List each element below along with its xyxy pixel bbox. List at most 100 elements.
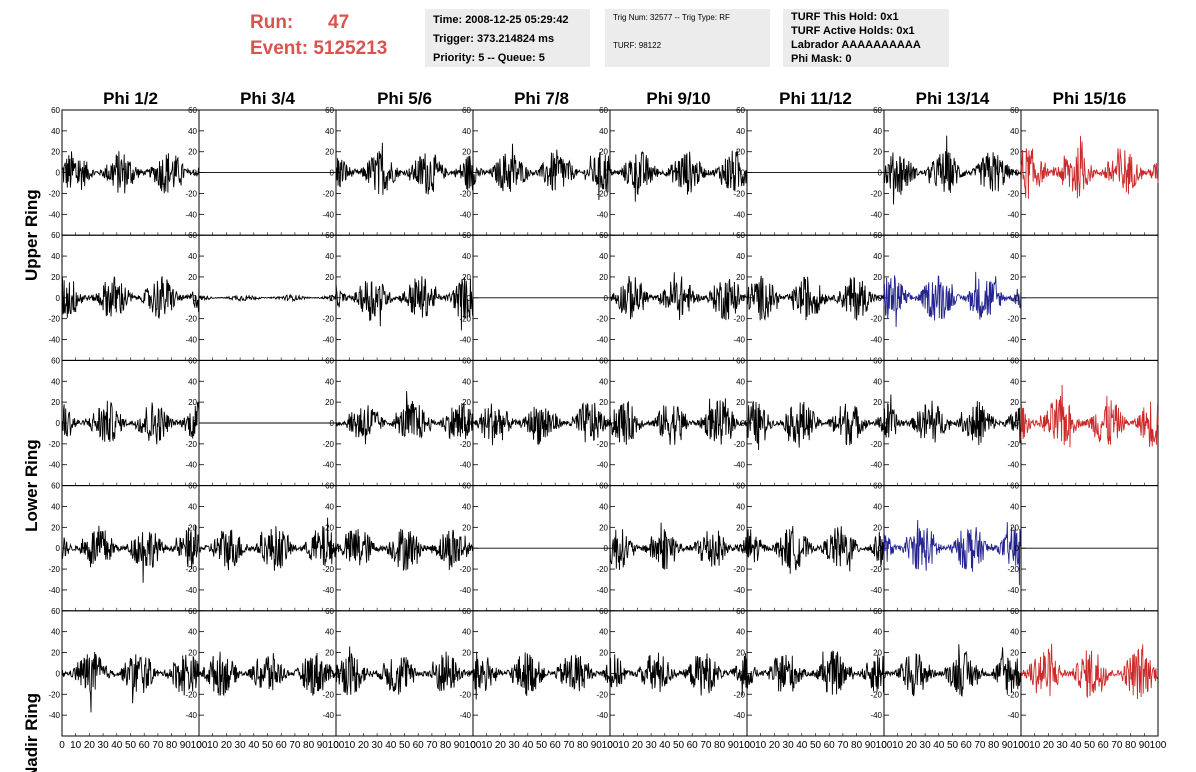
y-tick-label: -20 bbox=[1007, 565, 1019, 574]
waveform-trace bbox=[883, 135, 1022, 205]
y-tick-label: -20 bbox=[322, 690, 334, 699]
y-tick-label: 20 bbox=[1010, 649, 1019, 658]
y-tick-label: -40 bbox=[322, 586, 334, 595]
y-tick-label: 40 bbox=[188, 628, 197, 637]
y-tick-label: -20 bbox=[322, 440, 334, 449]
y-tick-label: 20 bbox=[462, 649, 471, 658]
event-header: Run: 47 Event: 5125213 Time: 2008-12-25 0… bbox=[0, 0, 1196, 80]
y-tick-label: 40 bbox=[1010, 628, 1019, 637]
y-tick-label: 20 bbox=[51, 148, 60, 157]
x-tick-label: 0 bbox=[1018, 740, 1024, 751]
y-tick-label: 20 bbox=[188, 273, 197, 282]
run-event-box: Run: 47 Event: 5125213 bbox=[250, 10, 387, 62]
y-tick-label: -40 bbox=[870, 336, 882, 345]
y-tick-label: -20 bbox=[459, 189, 471, 198]
y-tick-label: 0 bbox=[467, 169, 472, 178]
y-tick-label: -40 bbox=[322, 711, 334, 720]
turf-this-hold-text: TURF This Hold: 0x1 bbox=[791, 11, 899, 23]
column-title: Phi 7/8 bbox=[514, 89, 569, 108]
y-tick-label: 40 bbox=[325, 252, 334, 261]
y-tick-label: 0 bbox=[467, 294, 472, 303]
y-tick-label: 40 bbox=[873, 502, 882, 511]
y-tick-label: 20 bbox=[1010, 148, 1019, 157]
y-tick-label: -20 bbox=[596, 690, 608, 699]
y-tick-label: -40 bbox=[48, 461, 60, 470]
x-tick-label: 50 bbox=[1084, 740, 1096, 751]
y-tick-label: -20 bbox=[870, 565, 882, 574]
y-tick-label: 60 bbox=[873, 106, 882, 115]
y-tick-label: 60 bbox=[51, 482, 60, 491]
y-tick-label: -40 bbox=[185, 336, 197, 345]
y-tick-label: 20 bbox=[51, 649, 60, 658]
x-tick-label: 100 bbox=[465, 740, 482, 751]
x-tick-label: 60 bbox=[1098, 740, 1110, 751]
y-tick-label: 40 bbox=[188, 127, 197, 136]
y-tick-label: -20 bbox=[459, 565, 471, 574]
y-tick-label: 20 bbox=[599, 523, 608, 532]
x-tick-label: 60 bbox=[824, 740, 836, 751]
x-tick-label: 100 bbox=[739, 740, 756, 751]
x-tick-label: 100 bbox=[191, 740, 208, 751]
y-tick-label: 40 bbox=[188, 377, 197, 386]
x-tick-label: 30 bbox=[98, 740, 110, 751]
x-tick-label: 70 bbox=[426, 740, 438, 751]
x-tick-label: 20 bbox=[84, 740, 96, 751]
y-tick-label: -40 bbox=[185, 210, 197, 219]
y-tick-label: -40 bbox=[596, 711, 608, 720]
y-tick-label: 60 bbox=[736, 106, 745, 115]
waveform-trace bbox=[1020, 135, 1159, 199]
waveform-trace bbox=[335, 276, 474, 331]
y-tick-label: -40 bbox=[322, 336, 334, 345]
y-tick-label: -20 bbox=[733, 440, 745, 449]
y-tick-label: 60 bbox=[51, 231, 60, 240]
y-tick-label: 40 bbox=[736, 252, 745, 261]
x-tick-label: 20 bbox=[358, 740, 370, 751]
x-tick-label: 50 bbox=[673, 740, 685, 751]
x-tick-label: 0 bbox=[59, 740, 65, 751]
x-tick-label: 0 bbox=[744, 740, 750, 751]
x-tick-label: 80 bbox=[851, 740, 863, 751]
x-tick-label: 70 bbox=[289, 740, 301, 751]
x-tick-label: 70 bbox=[974, 740, 986, 751]
y-tick-label: -20 bbox=[870, 690, 882, 699]
y-tick-label: 40 bbox=[51, 127, 60, 136]
y-tick-label: -20 bbox=[596, 565, 608, 574]
y-tick-label: -40 bbox=[733, 711, 745, 720]
y-tick-label: -40 bbox=[870, 461, 882, 470]
y-tick-label: 60 bbox=[462, 482, 471, 491]
x-tick-label: 90 bbox=[180, 740, 192, 751]
y-tick-label: 40 bbox=[51, 502, 60, 511]
run-value: 47 bbox=[328, 12, 350, 33]
y-tick-label: -40 bbox=[870, 210, 882, 219]
y-tick-label: 0 bbox=[330, 544, 335, 553]
y-tick-label: 40 bbox=[51, 252, 60, 261]
y-tick-label: 20 bbox=[51, 523, 60, 532]
waveform-trace bbox=[61, 525, 200, 583]
y-tick-label: 40 bbox=[325, 502, 334, 511]
turf-active-holds-text: TURF Active Holds: 0x1 bbox=[791, 25, 915, 37]
y-tick-label: -40 bbox=[48, 336, 60, 345]
waveform-trace bbox=[335, 646, 474, 696]
y-tick-label: -20 bbox=[1007, 440, 1019, 449]
y-tick-label: -20 bbox=[596, 315, 608, 324]
y-tick-label: 0 bbox=[330, 294, 335, 303]
y-tick-label: 20 bbox=[873, 398, 882, 407]
y-tick-label: 0 bbox=[604, 669, 609, 678]
y-tick-label: 20 bbox=[188, 649, 197, 658]
y-tick-label: 0 bbox=[1015, 419, 1020, 428]
waveform-trace bbox=[472, 143, 611, 201]
y-tick-label: 20 bbox=[325, 398, 334, 407]
y-tick-label: 40 bbox=[462, 252, 471, 261]
x-tick-label: 50 bbox=[125, 740, 137, 751]
waveform-trace bbox=[472, 402, 611, 446]
y-tick-label: 20 bbox=[873, 649, 882, 658]
y-tick-label: 20 bbox=[325, 649, 334, 658]
x-tick-label: 80 bbox=[303, 740, 315, 751]
y-tick-label: 60 bbox=[736, 482, 745, 491]
y-tick-label: 0 bbox=[878, 544, 883, 553]
x-tick-label: 80 bbox=[1125, 740, 1137, 751]
y-tick-label: 60 bbox=[736, 356, 745, 365]
y-tick-label: 60 bbox=[1010, 106, 1019, 115]
x-tick-label: 30 bbox=[646, 740, 658, 751]
y-tick-label: 20 bbox=[462, 148, 471, 157]
